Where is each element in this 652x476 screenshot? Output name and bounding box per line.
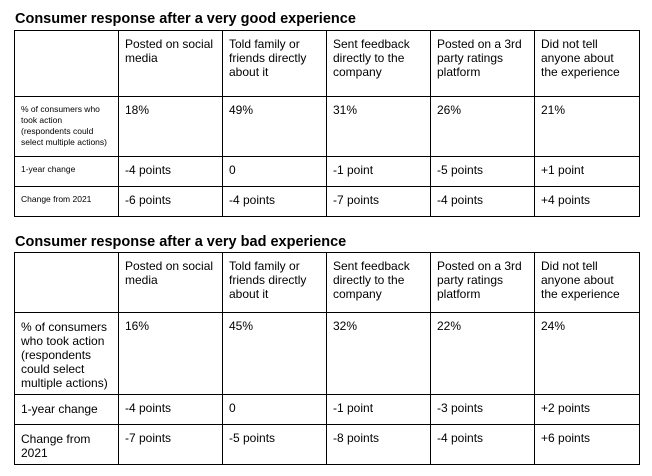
bad-experience-title: Consumer response after a very bad exper…	[15, 234, 347, 250]
table-cell: 45%	[222, 312, 327, 395]
table-cell: -4 points	[118, 156, 223, 187]
column-header: Posted on a 3rd party ratings platform	[430, 30, 535, 97]
column-header: Told family or friends directly about it	[222, 30, 327, 97]
column-header: Did not tell anyone about the experience	[534, 252, 640, 313]
row-header: Change from 2021	[14, 186, 119, 217]
column-header: Sent feedback directly to the company	[326, 30, 431, 97]
column-header: Posted on a 3rd party ratings platform	[430, 252, 535, 313]
table-cell: -5 points	[222, 424, 327, 465]
table-cell: 24%	[534, 312, 640, 395]
table-cell: -5 points	[430, 156, 535, 187]
table-cell: +1 point	[534, 156, 640, 187]
table-cell: -7 points	[118, 424, 223, 465]
table-row: % of consumers who took action (responde…	[14, 96, 640, 157]
table-cell: -4 points	[222, 186, 327, 217]
table-cell: -4 points	[118, 394, 223, 425]
table-cell: +4 points	[534, 186, 640, 217]
table-row: Change from 2021 -6 points -4 points -7 …	[14, 186, 640, 217]
table-cell: 49%	[222, 96, 327, 157]
table-cell: +6 points	[534, 424, 640, 465]
row-header: % of consumers who took action (responde…	[14, 312, 119, 395]
good-experience-table: Posted on social media Told family or fr…	[14, 30, 640, 217]
table-cell: -6 points	[118, 186, 223, 217]
corner-cell	[14, 252, 119, 313]
row-header: Change from 2021	[14, 424, 119, 465]
column-header: Sent feedback directly to the company	[326, 252, 431, 313]
table-cell: -1 point	[326, 394, 431, 425]
table-cell: 0	[222, 156, 327, 187]
table-row: Change from 2021 -7 points -5 points -8 …	[14, 424, 640, 465]
table-header-row: Posted on social media Told family or fr…	[14, 252, 640, 313]
table-cell: -1 point	[326, 156, 431, 187]
row-header: % of consumers who took action (responde…	[14, 96, 119, 157]
bad-experience-table: Posted on social media Told family or fr…	[14, 252, 640, 465]
column-header: Told family or friends directly about it	[222, 252, 327, 313]
table-cell: 22%	[430, 312, 535, 395]
column-header: Posted on social media	[118, 252, 223, 313]
table-cell: -7 points	[326, 186, 431, 217]
table-cell: 18%	[118, 96, 223, 157]
table-row: % of consumers who took action (responde…	[14, 312, 640, 395]
good-experience-title: Consumer response after a very good expe…	[15, 11, 356, 27]
table-cell: 16%	[118, 312, 223, 395]
table-header-row: Posted on social media Told family or fr…	[14, 30, 640, 97]
table-cell: 0	[222, 394, 327, 425]
table-cell: 26%	[430, 96, 535, 157]
corner-cell	[14, 30, 119, 97]
table-cell: -4 points	[430, 424, 535, 465]
table-cell: -3 points	[430, 394, 535, 425]
table-cell: 21%	[534, 96, 640, 157]
row-header: 1-year change	[14, 394, 119, 425]
table-cell: +2 points	[534, 394, 640, 425]
table-cell: -4 points	[430, 186, 535, 217]
table-cell: 31%	[326, 96, 431, 157]
column-header: Posted on social media	[118, 30, 223, 97]
table-cell: -8 points	[326, 424, 431, 465]
table-row: 1-year change -4 points 0 -1 point -5 po…	[14, 156, 640, 187]
table-row: 1-year change -4 points 0 -1 point -3 po…	[14, 394, 640, 425]
column-header: Did not tell anyone about the experience	[534, 30, 640, 97]
row-header: 1-year change	[14, 156, 119, 187]
table-cell: 32%	[326, 312, 431, 395]
